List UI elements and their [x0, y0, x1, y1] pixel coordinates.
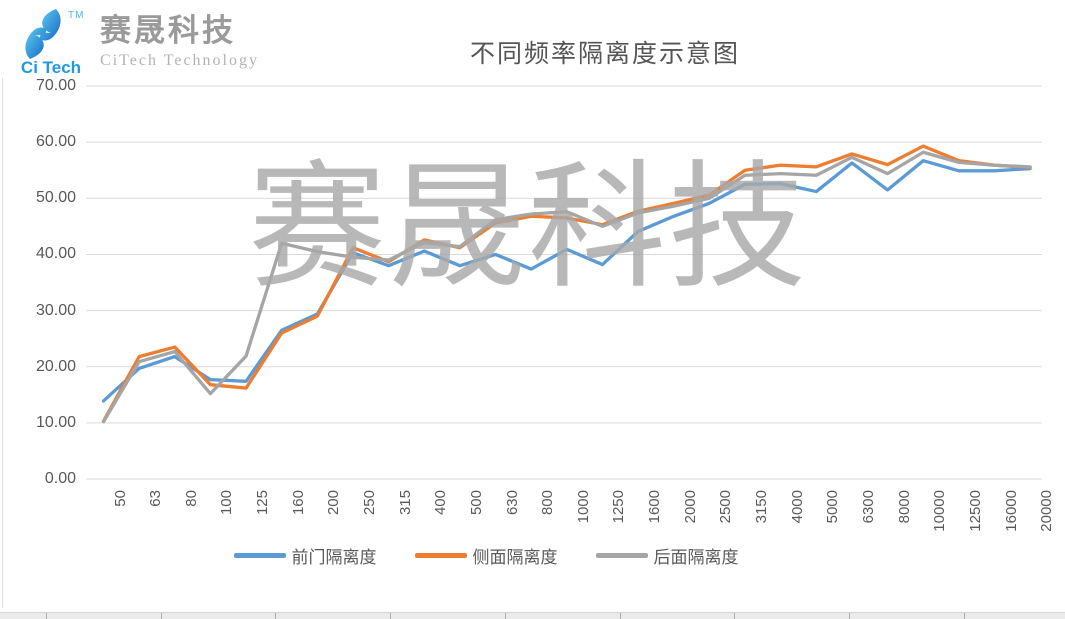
- sheet-column-tick: [734, 613, 735, 619]
- x-tick-label: 250: [360, 490, 378, 516]
- series-line-后面隔离度: [101, 150, 1032, 424]
- sheet-column-tick: [620, 613, 621, 619]
- legend-item-前门隔离度: 前门隔离度: [233, 543, 377, 568]
- x-tick-label: 800: [539, 490, 557, 516]
- x-tick-label: 8000: [895, 490, 913, 524]
- series-line-前门隔离度: [101, 159, 1032, 403]
- sheet-column-tick: [849, 613, 850, 619]
- x-tick-label: 12500: [966, 490, 984, 532]
- y-tick-label: 0.00: [44, 470, 76, 487]
- x-tick-label: 10000: [931, 490, 949, 532]
- x-tick-label: 3150: [753, 490, 771, 524]
- y-tick-label: 70.00: [35, 77, 76, 95]
- company-name-en: CiTech Technology: [100, 52, 259, 70]
- x-tick-label: 2500: [717, 490, 735, 524]
- series-line-侧面隔离度: [101, 144, 1032, 423]
- chart-legend: 前门隔离度 侧面隔离度 后面隔离度: [86, 543, 886, 568]
- x-tick-label: 63: [147, 490, 165, 507]
- y-tick-label: 40.00: [35, 245, 76, 263]
- sheet-column-tick: [390, 613, 391, 619]
- x-tick-label: 80: [182, 490, 200, 507]
- company-logo: TM Ci Tech 赛晟科技 CiTech Technology: [12, 6, 259, 78]
- x-tick-label: 20000: [1038, 490, 1056, 532]
- x-tick-label: 1000: [574, 490, 592, 524]
- sheet-column-tick: [46, 613, 47, 619]
- sheet-column-border: [2, 78, 3, 608]
- x-tick-label: 315: [396, 490, 414, 516]
- legend-line-swatch: [414, 553, 467, 558]
- legend-line-swatch: [233, 553, 286, 558]
- sheet-column-tick: [505, 613, 506, 619]
- y-tick-label: 10.00: [35, 413, 76, 431]
- y-tick-label: 20.00: [35, 357, 76, 375]
- x-tick-label: 100: [218, 490, 236, 516]
- legend-item-侧面隔离度: 侧面隔离度: [414, 543, 558, 568]
- x-tick-label: 1600: [646, 490, 664, 524]
- citech-swoosh-icon: TM Ci Tech: [12, 6, 90, 78]
- x-tick-label: 630: [503, 490, 521, 516]
- line-chart-plot-area: [86, 85, 1042, 480]
- swoosh-icon: [25, 9, 61, 59]
- x-tick-label: 500: [467, 490, 485, 516]
- legend-label: 侧面隔离度: [472, 548, 558, 567]
- legend-item-后面隔离度: 后面隔离度: [595, 543, 739, 568]
- x-tick-label: 6300: [859, 490, 877, 524]
- y-tick-label: 60.00: [35, 133, 76, 151]
- trademark-label: TM: [68, 10, 85, 21]
- chart-title: 不同频率隔离度示意图: [469, 41, 740, 68]
- legend-line-swatch: [595, 553, 648, 558]
- sheet-column-tick: [161, 613, 162, 619]
- legend-label: 前门隔离度: [291, 548, 377, 567]
- x-tick-label: 125: [254, 490, 272, 516]
- x-tick-label: 200: [325, 490, 343, 516]
- y-tick-label: 50.00: [35, 189, 76, 207]
- logo-short-name: Ci Tech: [20, 58, 82, 77]
- x-tick-label: 400: [432, 490, 450, 516]
- sheet-column-tick: [275, 613, 276, 619]
- spreadsheet-row-strip: [0, 612, 1065, 619]
- x-tick-label: 16000: [1002, 490, 1020, 532]
- x-tick-label: 5000: [824, 490, 842, 524]
- sheet-column-tick: [964, 613, 965, 619]
- x-tick-label: 2000: [681, 490, 699, 524]
- x-tick-label: 1250: [610, 490, 628, 524]
- company-name-cn: 赛晟科技: [100, 13, 236, 48]
- y-tick-label: 30.00: [35, 301, 76, 319]
- x-tick-label: 50: [111, 490, 129, 507]
- legend-label: 后面隔离度: [653, 548, 739, 567]
- x-tick-label: 4000: [788, 490, 806, 524]
- x-tick-label: 160: [289, 490, 307, 516]
